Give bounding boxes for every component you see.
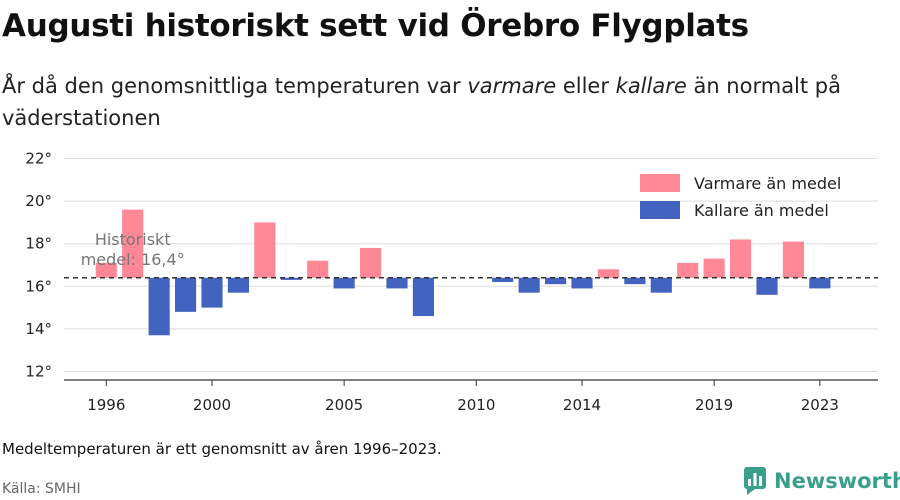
legend-cold-swatch [640, 201, 680, 219]
mean-annotation-line-2: medel: 16,4° [81, 250, 185, 269]
subtitle-part-3: än normalt på väderstationen [2, 74, 841, 130]
bar-2012 [518, 277, 540, 293]
subtitle-cold-word: kallare [615, 74, 687, 98]
x-tick-label: 2000 [193, 396, 231, 414]
y-tick-label: 12° [25, 362, 52, 380]
bar-2006 [360, 247, 382, 278]
subtitle-part-1: År då den genomsnittliga temperaturen va… [2, 74, 468, 98]
legend-cold-label: Kallare än medel [694, 201, 829, 220]
bar-2008 [412, 277, 434, 317]
mean-annotation-line-1: Historiskt [95, 230, 171, 249]
x-tick-label: 1996 [87, 396, 125, 414]
y-tick-labels: 12° 14° 16° 18° 20° 22° [25, 150, 52, 381]
bar-2022 [782, 241, 804, 278]
y-tick-label: 16° [25, 277, 52, 295]
bar-2017 [650, 277, 672, 293]
x-tick-label: 2010 [457, 396, 495, 414]
subtitle-warm-word: varmare [467, 74, 557, 98]
bar-1998 [148, 277, 170, 336]
source-credit: Källa: SMHI [2, 481, 81, 497]
bar-2011 [492, 277, 514, 283]
y-tick-label: 20° [25, 192, 52, 210]
bar-2013 [545, 277, 567, 285]
bar-2004 [307, 260, 329, 278]
bar-1996 [95, 262, 117, 278]
bar-2000 [201, 277, 223, 308]
x-tick-label: 2005 [325, 396, 363, 414]
chart-subtitle: År då den genomsnittliga temperaturen va… [2, 70, 862, 134]
y-tick-label: 22° [25, 150, 52, 168]
bar-2019 [703, 258, 725, 278]
bars [95, 209, 831, 336]
bar-2001 [227, 277, 249, 293]
chart-title: Augusti historiskt sett vid Örebro Flygp… [2, 8, 749, 44]
legend: Varmare än medel Kallare än medel [640, 174, 841, 220]
bar-2021 [756, 277, 778, 295]
newsworthy-logo-icon [744, 467, 766, 495]
bar-2003 [280, 277, 302, 280]
bar-2023 [809, 277, 831, 289]
legend-warm-swatch [640, 174, 680, 192]
y-tick-label: 18° [25, 235, 52, 253]
bar-2005 [333, 277, 355, 289]
x-ticks: 1996 2000 2005 2010 2014 2019 2023 [87, 380, 839, 414]
x-tick-label: 2014 [563, 396, 601, 414]
bar-2018 [677, 262, 699, 278]
x-tick-label: 2019 [695, 396, 733, 414]
brand-name: Newsworthy [774, 469, 900, 493]
bar-2020 [730, 239, 752, 278]
footnote: Medeltemperaturen är ett genomsnitt av å… [2, 440, 442, 458]
temperature-bar-chart: 1996 2000 2005 2010 2014 2019 2023 12° 14° 16° 18… [25, 150, 878, 414]
bar-1999 [175, 277, 197, 312]
x-tick-label: 2023 [801, 396, 839, 414]
bar-1997 [122, 209, 144, 278]
bar-2015 [597, 269, 619, 278]
bar-2002 [254, 222, 276, 278]
subtitle-part-2: eller [556, 74, 616, 98]
bar-2007 [386, 277, 408, 289]
y-tick-label: 14° [25, 320, 52, 338]
bar-2016 [624, 277, 646, 285]
brand-logo[interactable]: Newsworthy [744, 466, 900, 496]
bar-2014 [571, 277, 593, 289]
legend-warm-label: Varmare än medel [694, 174, 841, 193]
